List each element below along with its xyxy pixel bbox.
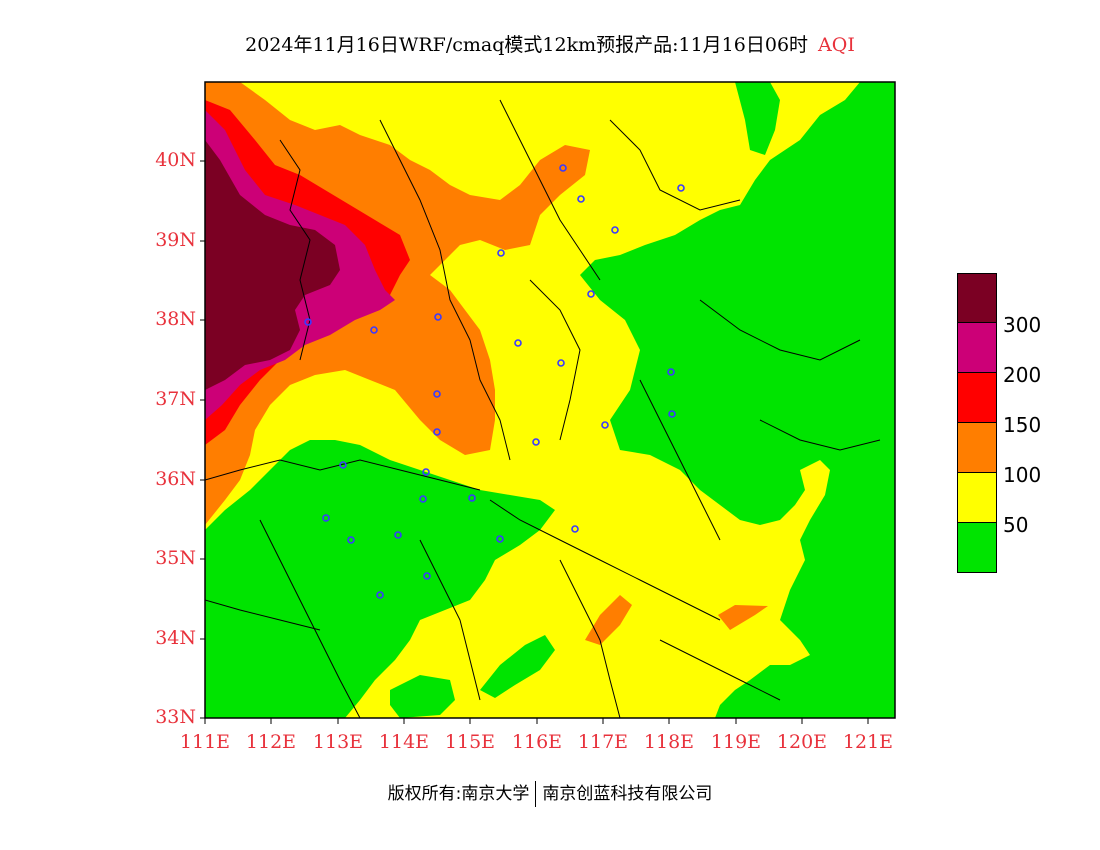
station-marker [468,494,476,502]
lon-ticks [204,718,869,724]
station-marker [394,531,402,539]
station-markers [304,164,685,599]
station-marker [376,591,384,599]
lat-label-37n: 37N [155,388,196,410]
admin-boundaries [205,99,881,718]
station-marker [601,421,609,429]
lat-label-38n: 38N [155,308,196,330]
map-title: 2024年11月16日WRF/cmaq模式12km预报产品:11月16日06时 A… [0,30,1100,57]
lat-ticks [200,160,205,719]
copyright-footer: 版权所有:南京大学 南京创蓝科技有限公司 [0,779,1100,807]
station-marker [434,313,442,321]
legend-swatch-good [957,523,997,573]
station-marker [514,339,522,347]
legend-label-50: 50 [1003,513,1029,537]
station-marker [571,525,579,533]
legend-swatch-usg [957,423,997,473]
lat-label-40n: 40N [155,149,196,171]
lon-label-117e: 117E [577,731,629,753]
legend-swatch-very-unhealthy [957,323,997,373]
station-marker [668,410,676,418]
station-marker [587,290,595,298]
aqi-zone-good-patch-1 [390,675,455,718]
lat-label-36n: 36N [155,468,196,490]
title-main: 2024年11月16日WRF/cmaq模式12km预报产品:11月16日06时 [245,34,809,56]
station-marker [577,195,585,203]
station-marker [370,326,378,334]
station-marker [433,428,441,436]
lon-label-121e: 121E [842,731,894,753]
station-marker [497,249,505,257]
aqi-zone-good-southwest [205,440,555,718]
station-marker [433,390,441,398]
station-marker [423,572,431,580]
aqi-field [205,82,895,718]
lon-label-115e: 115E [444,731,496,753]
station-marker [419,495,427,503]
legend-label-200: 200 [1003,363,1042,387]
title-aqi: AQI [818,34,855,56]
station-marker [559,164,567,172]
lon-label-111e: 111E [179,731,231,753]
aqi-zone-usg-patch-2 [718,605,768,630]
legend-swatch-hazardous [957,273,997,323]
lon-label-116e: 116E [511,731,563,753]
station-marker [422,468,430,476]
station-marker [557,359,565,367]
lon-label-114e: 114E [378,731,430,753]
station-marker [496,535,504,543]
station-marker [347,536,355,544]
lat-label-33n: 33N [155,706,196,728]
lon-label-120e: 120E [776,731,828,753]
lat-label-35n: 35N [155,547,196,569]
copyright-right: 南京创蓝科技有限公司 [542,784,713,804]
lon-label-119e: 119E [710,731,762,753]
lat-label-34n: 34N [155,627,196,649]
lon-label-112e: 112E [245,731,297,753]
lon-label-113e: 113E [312,731,364,753]
station-marker [667,368,675,376]
aqi-zone-good-patch-3 [735,82,780,155]
aqi-zone-good-east [580,82,895,718]
station-marker [339,461,347,469]
legend-label-150: 150 [1003,413,1042,437]
aqi-zone-good-patch-2 [480,635,555,698]
lat-label-39n: 39N [155,229,196,251]
aqi-zone-hazardous [205,140,340,390]
station-marker [677,184,685,192]
legend-swatch-moderate [957,473,997,523]
station-marker [532,438,540,446]
lon-label-118e: 118E [643,731,695,753]
station-marker [322,514,330,522]
legend-label-100: 100 [1003,463,1042,487]
legend-label-300: 300 [1003,313,1042,337]
footer-separator [535,781,537,807]
station-marker [304,318,312,326]
station-marker [611,226,619,234]
aqi-legend [957,273,997,573]
copyright-left: 版权所有:南京大学 [387,784,530,804]
legend-swatch-unhealthy [957,373,997,423]
